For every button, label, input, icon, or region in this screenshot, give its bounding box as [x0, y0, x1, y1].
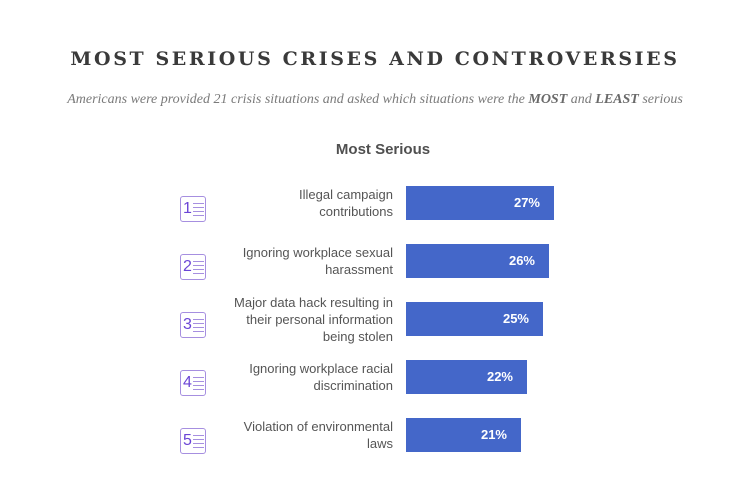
- rank-list-icon: 5: [180, 428, 206, 454]
- rank-number: 2: [183, 258, 192, 275]
- rank-number: 4: [183, 374, 192, 391]
- subtitle-text-end: serious: [638, 92, 683, 107]
- data-bar: 21%: [406, 418, 521, 452]
- rank-list-icon: 4: [180, 370, 206, 396]
- subtitle-text-start: Americans were provided 21 crisis situat…: [67, 92, 529, 107]
- category-label: Violation of environmental laws: [243, 419, 393, 451]
- section-title: Most Serious: [335, 141, 431, 158]
- chart-subtitle: Americans were provided 21 crisis situat…: [0, 92, 750, 108]
- bar-value-label: 25%: [502, 311, 529, 326]
- data-bar: 25%: [406, 302, 543, 336]
- data-bar: 27%: [406, 186, 554, 220]
- category-label: Illegal campaign contributions: [299, 187, 393, 219]
- category-label: Major data hack resulting in their person…: [234, 295, 393, 344]
- data-bar: 26%: [406, 244, 549, 278]
- subtitle-text-mid: and: [567, 92, 596, 107]
- bar-value-label: 27%: [513, 195, 540, 210]
- rank-list-icon: 3: [180, 312, 206, 338]
- bar-value-label: 21%: [480, 427, 507, 442]
- category-label: Ignoring workplace sexual harassment: [242, 245, 393, 277]
- bar-value-label: 26%: [508, 253, 535, 268]
- rank-list-icon: 1: [180, 196, 206, 222]
- subtitle-emphasis-least: LEAST: [595, 92, 639, 107]
- rank-number: 3: [183, 316, 192, 333]
- subtitle-emphasis-most: MOST: [528, 92, 568, 107]
- rank-number: 1: [183, 200, 192, 217]
- category-label: Ignoring workplace racial discrimination: [249, 361, 393, 393]
- bar-value-label: 22%: [486, 369, 513, 384]
- rank-list-icon: 2: [180, 254, 206, 280]
- rank-number: 5: [183, 432, 192, 449]
- data-bar: 22%: [406, 360, 527, 394]
- chart-title: MOST SERIOUS CRISES AND CONTROVERSIES: [70, 48, 680, 70]
